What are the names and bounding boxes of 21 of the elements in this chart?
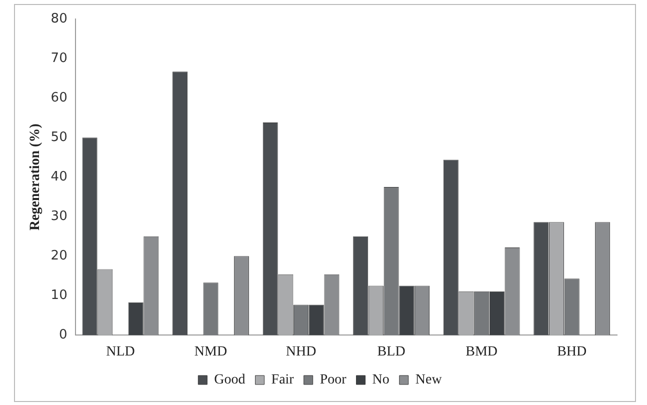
x-tick-label: NHD — [286, 344, 316, 360]
y-tick-label: 0 — [59, 328, 68, 343]
y-tick-label: 70 — [50, 50, 68, 66]
y-axis-title: Regeneration (%) — [28, 123, 44, 231]
y-tick-label: 60 — [50, 90, 68, 106]
y-tick-label: 80 — [50, 11, 68, 26]
x-tick-label: BHD — [557, 344, 587, 360]
legend-label: New — [415, 372, 443, 388]
y-tick-label: 30 — [50, 209, 68, 224]
x-tick-label: BMD — [466, 344, 498, 360]
y-tick-label: 20 — [50, 248, 68, 264]
x-tick-label: NLD — [106, 344, 135, 360]
x-tick-label: BLD — [377, 344, 406, 360]
x-tick-label: NMD — [194, 344, 228, 360]
y-tick-label: 50 — [50, 130, 68, 145]
y-tick-label: 10 — [50, 288, 68, 304]
legend-label: No — [372, 372, 390, 388]
y-tick-label: 40 — [50, 169, 68, 184]
legend-label: Fair — [271, 372, 294, 388]
legend-label: Poor — [320, 372, 347, 388]
legend-label: Good — [214, 372, 246, 388]
